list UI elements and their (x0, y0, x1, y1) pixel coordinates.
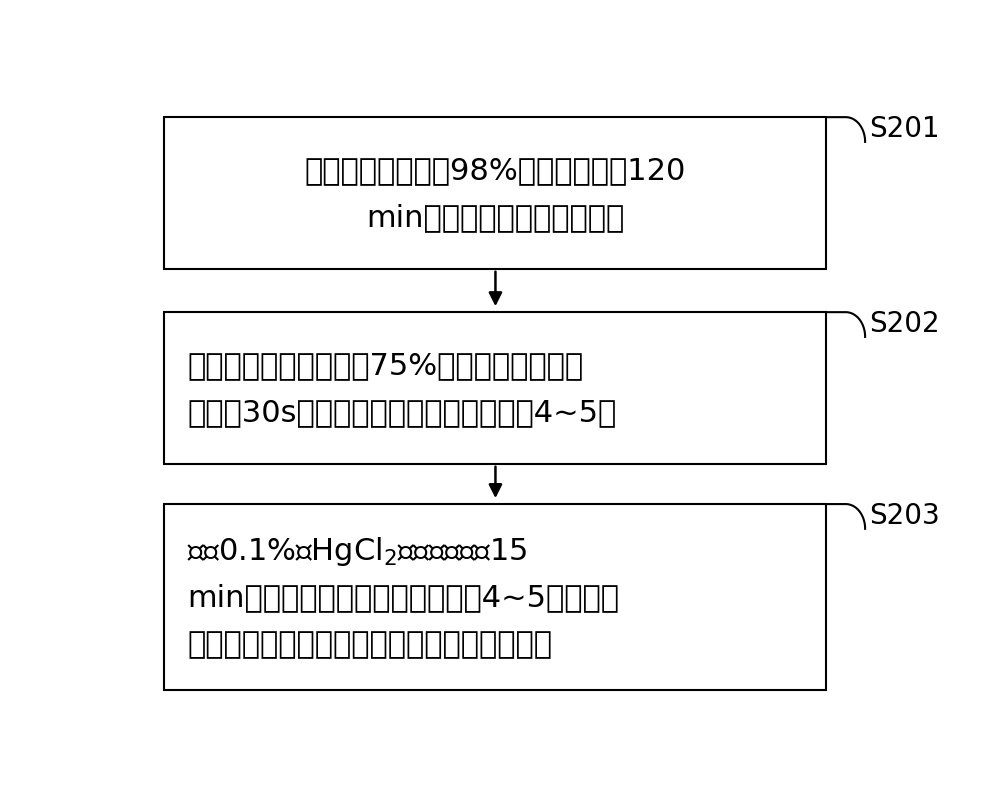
Bar (164, 312, 826, 464)
Text: S203: S203 (869, 501, 940, 529)
Text: 用无菌滤纸上吸干水分，得到预处理后的种子: 用无菌滤纸上吸干水分，得到预处理后的种子 (187, 629, 552, 658)
Bar (164, 118, 826, 270)
Text: 在超净工作台上，利用75%乙醇对清洗后的种: 在超净工作台上，利用75%乙醇对清洗后的种 (187, 351, 583, 380)
Text: 子浸泡30s，再利用无菌水冲洗所述种子4~5次: 子浸泡30s，再利用无菌水冲洗所述种子4~5次 (187, 397, 616, 426)
Text: 利用0.1%的HgCl$_2$浸泡所述种子15: 利用0.1%的HgCl$_2$浸泡所述种子15 (187, 534, 527, 567)
Text: min后再利用清水冲洗至中性: min后再利用清水冲洗至中性 (366, 202, 624, 231)
Text: S201: S201 (869, 115, 940, 143)
Bar (164, 504, 826, 690)
Text: 将选择的种子利用98%的浓硫酸浸泡120: 将选择的种子利用98%的浓硫酸浸泡120 (304, 156, 686, 185)
Text: min，再利用无菌水冲洗所述种子4~5次，并利: min，再利用无菌水冲洗所述种子4~5次，并利 (187, 583, 619, 612)
Text: S202: S202 (869, 310, 940, 337)
